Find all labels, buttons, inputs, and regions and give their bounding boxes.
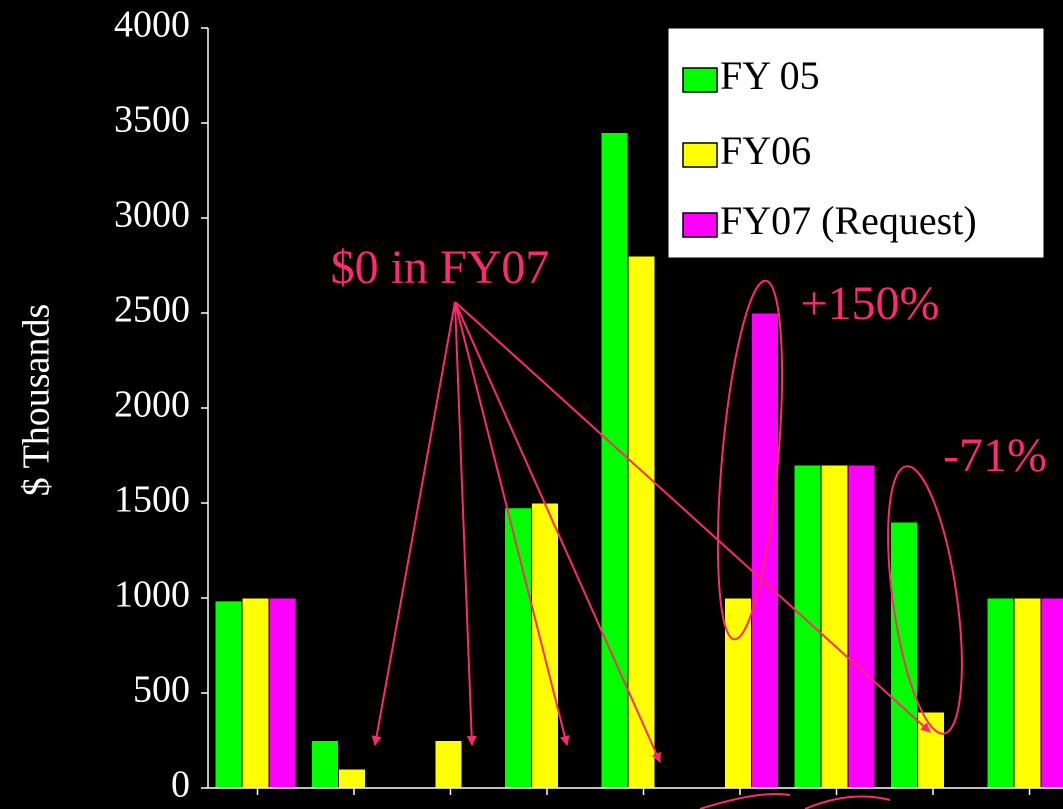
arrow: [454, 301, 661, 763]
legend-label: FY 05: [720, 53, 820, 98]
bar: [627, 255, 656, 789]
highlight-ellipse: [887, 465, 963, 735]
bar: [986, 597, 1015, 789]
arrow: [454, 301, 570, 746]
legend-swatch: [682, 142, 718, 168]
arrow: [371, 301, 456, 746]
highlight-arc: [699, 792, 891, 809]
bar: [820, 464, 849, 789]
bar: [600, 132, 629, 789]
y-tick-label: 500: [133, 669, 190, 711]
bar: [890, 521, 918, 789]
y-tick-label: 1000: [114, 574, 190, 616]
arrow: [454, 301, 931, 733]
bar: [1013, 597, 1042, 789]
bar: [793, 464, 822, 789]
bar: [531, 502, 559, 789]
bar: [1040, 597, 1063, 789]
annotation: -71%: [943, 429, 1047, 482]
y-tick-label: 2500: [114, 289, 190, 331]
bar: [268, 597, 297, 789]
arrow: [454, 301, 477, 746]
highlight-ellipse: [716, 279, 784, 641]
bar: [847, 464, 876, 789]
y-tick-label: 3000: [114, 194, 190, 236]
bar: [434, 740, 463, 789]
legend-label: FY06: [720, 128, 811, 173]
legend-box: [667, 27, 1045, 259]
bar: [338, 768, 366, 789]
legend-swatch: [682, 67, 718, 93]
legend-swatch: [682, 212, 718, 238]
legend-label: FY07 (Request): [720, 198, 977, 243]
annotation: $0 in FY07: [331, 241, 550, 294]
y-tick-label: 1500: [114, 479, 190, 521]
y-tick-label: 0: [171, 764, 190, 806]
annotation: +150%: [800, 277, 939, 330]
y-tick-label: 2000: [114, 384, 190, 426]
y-axis-label: $ Thousands: [16, 304, 58, 496]
bar: [241, 597, 270, 789]
bar: [214, 600, 243, 789]
bar: [751, 312, 779, 789]
y-tick-label: 4000: [114, 4, 190, 46]
y-tick-label: 3500: [114, 99, 190, 141]
bar: [311, 740, 339, 789]
